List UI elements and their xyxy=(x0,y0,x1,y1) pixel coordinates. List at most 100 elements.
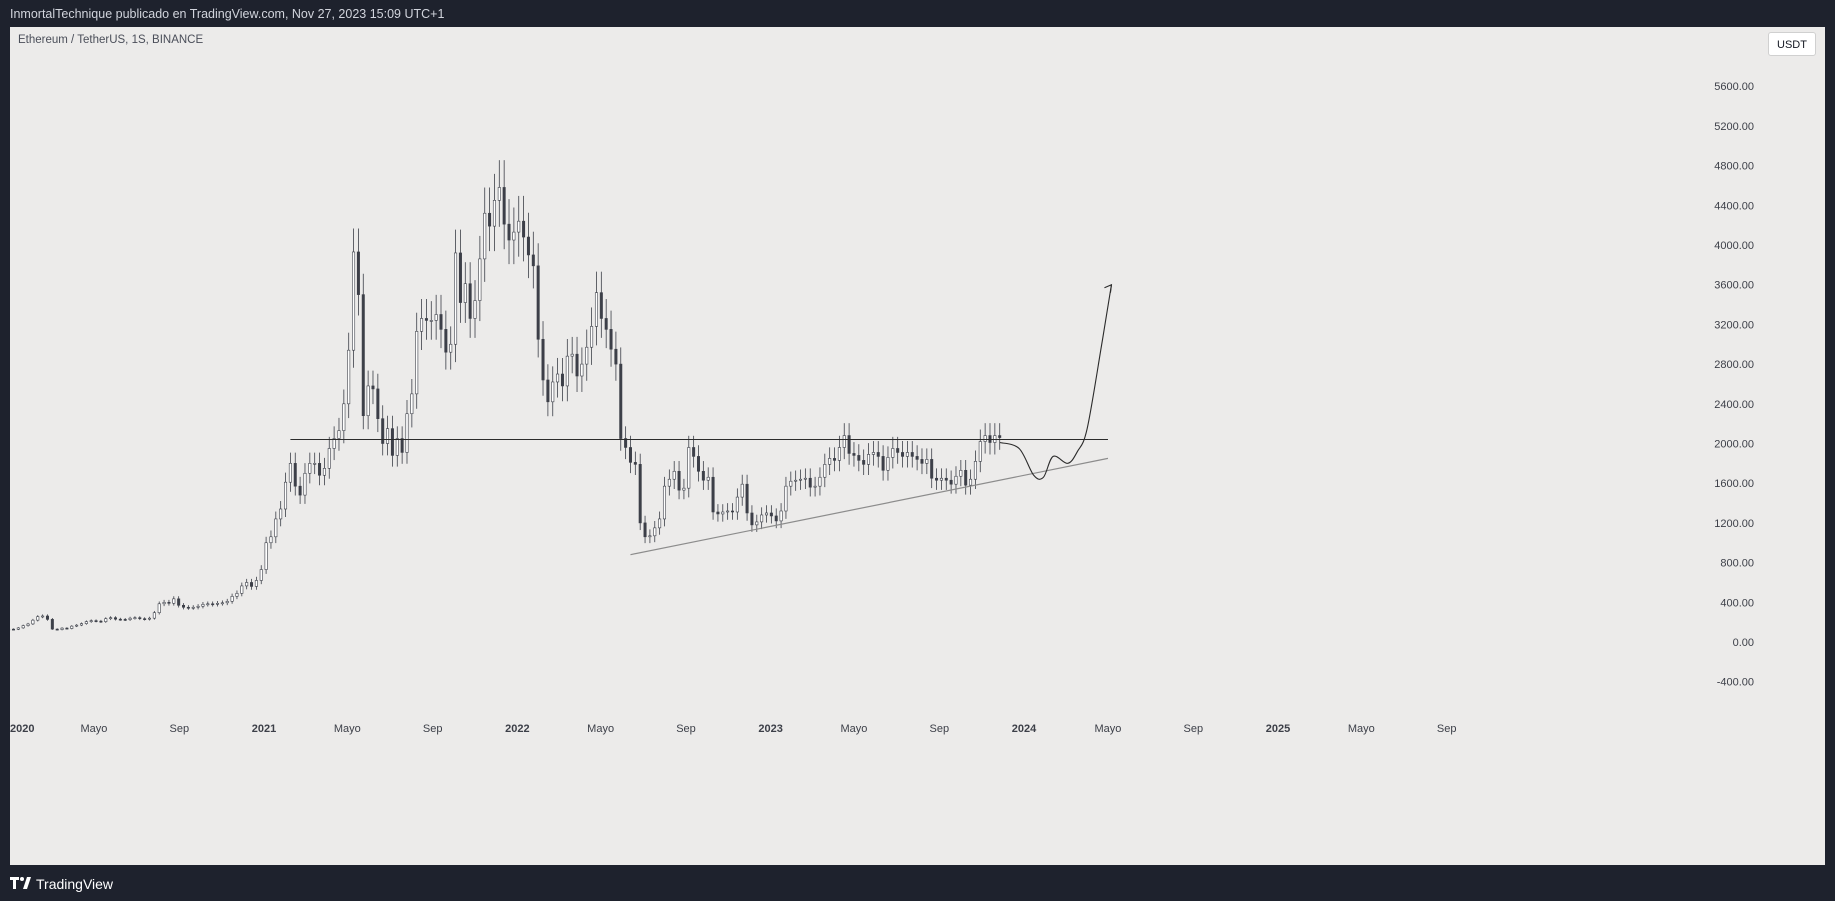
x-tick-label: 2023 xyxy=(758,723,782,735)
candle-body xyxy=(590,326,594,348)
candle-body xyxy=(259,569,263,581)
candle-body xyxy=(939,477,943,481)
y-tick-label: 2800.00 xyxy=(1714,359,1754,371)
candle-body xyxy=(701,470,705,481)
y-tick-label: 4800.00 xyxy=(1714,161,1754,173)
projection-arrowhead xyxy=(1104,283,1113,293)
x-tick-label: 2021 xyxy=(252,723,276,735)
candle-body xyxy=(871,452,875,455)
candle-body xyxy=(915,456,919,460)
candle-body xyxy=(565,355,569,387)
candle-body xyxy=(322,468,326,476)
tradingview-brand[interactable]: TradingView xyxy=(10,875,113,893)
candle-body xyxy=(206,603,210,606)
candle-body xyxy=(682,487,686,491)
candle-body xyxy=(16,627,20,630)
support-trendline xyxy=(630,457,1109,556)
candle-body xyxy=(667,478,671,487)
chart-area[interactable]: -400.00 0.00 400.00 800.00 1200.00 1600.00 200… xyxy=(10,27,1825,865)
candle-body xyxy=(833,458,837,461)
candle-body xyxy=(570,353,574,357)
candle-body xyxy=(808,477,812,488)
x-tick-label: Sep xyxy=(676,723,696,735)
candle-body xyxy=(740,483,744,498)
candle-body xyxy=(760,514,764,523)
candle-body xyxy=(109,617,113,619)
candle-body xyxy=(978,441,982,462)
candle-body xyxy=(891,448,895,458)
candle-body xyxy=(954,475,958,485)
candle-body xyxy=(473,300,477,319)
candle-body xyxy=(575,353,579,377)
candle-body xyxy=(478,258,482,301)
candle-body xyxy=(152,612,156,619)
candle-body xyxy=(842,435,846,448)
candle-body xyxy=(973,461,977,480)
candle-body xyxy=(837,447,841,461)
y-tick-label: 1600.00 xyxy=(1714,478,1754,490)
y-tick-label: 4400.00 xyxy=(1714,200,1754,212)
candle-body xyxy=(784,485,788,512)
candle-body xyxy=(653,527,657,537)
candle-body xyxy=(492,200,496,227)
x-tick-label: 2022 xyxy=(505,723,529,735)
y-tick-label: 0.00 xyxy=(1733,637,1754,649)
candle-body xyxy=(692,447,696,457)
candle-body xyxy=(901,452,905,457)
candle-body xyxy=(755,521,759,526)
candle-body xyxy=(580,363,584,377)
candle-body xyxy=(400,438,404,453)
tradingview-wordmark: TradingView xyxy=(36,876,114,892)
candle-body xyxy=(376,388,380,419)
candle-body xyxy=(11,628,15,631)
candle-body xyxy=(765,512,769,516)
candle-body xyxy=(308,463,312,474)
candle-body xyxy=(905,452,909,457)
candle-body xyxy=(55,628,59,631)
candle-body xyxy=(779,510,783,522)
candle-body xyxy=(619,363,623,439)
candle-body xyxy=(225,601,229,604)
candle-body xyxy=(745,483,749,514)
candle-body xyxy=(716,511,720,515)
candle-body xyxy=(706,476,710,481)
candle-body xyxy=(410,393,414,415)
symbol-title[interactable]: Ethereum / TetherUS, 1S, BINANCE xyxy=(18,34,204,46)
candle-body xyxy=(721,511,725,515)
candle-body xyxy=(162,601,166,605)
candle-body xyxy=(512,231,516,241)
x-tick-label: Sep xyxy=(1184,723,1204,735)
candle-body xyxy=(803,477,807,480)
candle-body xyxy=(735,496,739,513)
y-tick-label: 800.00 xyxy=(1720,558,1754,570)
candle-body xyxy=(143,618,147,620)
y-tick-label: 400.00 xyxy=(1720,597,1754,609)
candle-body xyxy=(366,385,370,417)
candle-body xyxy=(313,463,317,465)
candle-body xyxy=(405,413,409,453)
candle-body xyxy=(113,617,117,620)
candle-body xyxy=(216,602,220,605)
candle-body xyxy=(813,485,817,488)
x-tick-label: 2024 xyxy=(1012,723,1037,735)
candle-body xyxy=(395,438,399,456)
candle-body xyxy=(104,618,108,622)
candle-body xyxy=(628,447,632,463)
publication-header: InmortalTechnique publicado en TradingVi… xyxy=(0,0,1835,27)
candle-body xyxy=(220,602,224,605)
candle-body xyxy=(633,462,637,465)
candle-body xyxy=(264,542,268,570)
candle-body xyxy=(371,385,375,390)
candle-body xyxy=(687,447,691,489)
x-tick-label: Mayo xyxy=(81,723,108,735)
candle-body xyxy=(26,623,30,626)
price-chart[interactable]: -400.00 0.00 400.00 800.00 1200.00 1600.00 200… xyxy=(10,27,1825,865)
candle-body xyxy=(750,512,754,526)
x-tick-label: Sep xyxy=(423,723,443,735)
candle-body xyxy=(862,460,866,465)
candle-body xyxy=(551,381,555,403)
candle-body xyxy=(672,470,676,480)
currency-badge[interactable]: USDT xyxy=(1768,32,1816,56)
candle-body xyxy=(517,220,521,233)
x-tick-label: Mayo xyxy=(1095,723,1122,735)
